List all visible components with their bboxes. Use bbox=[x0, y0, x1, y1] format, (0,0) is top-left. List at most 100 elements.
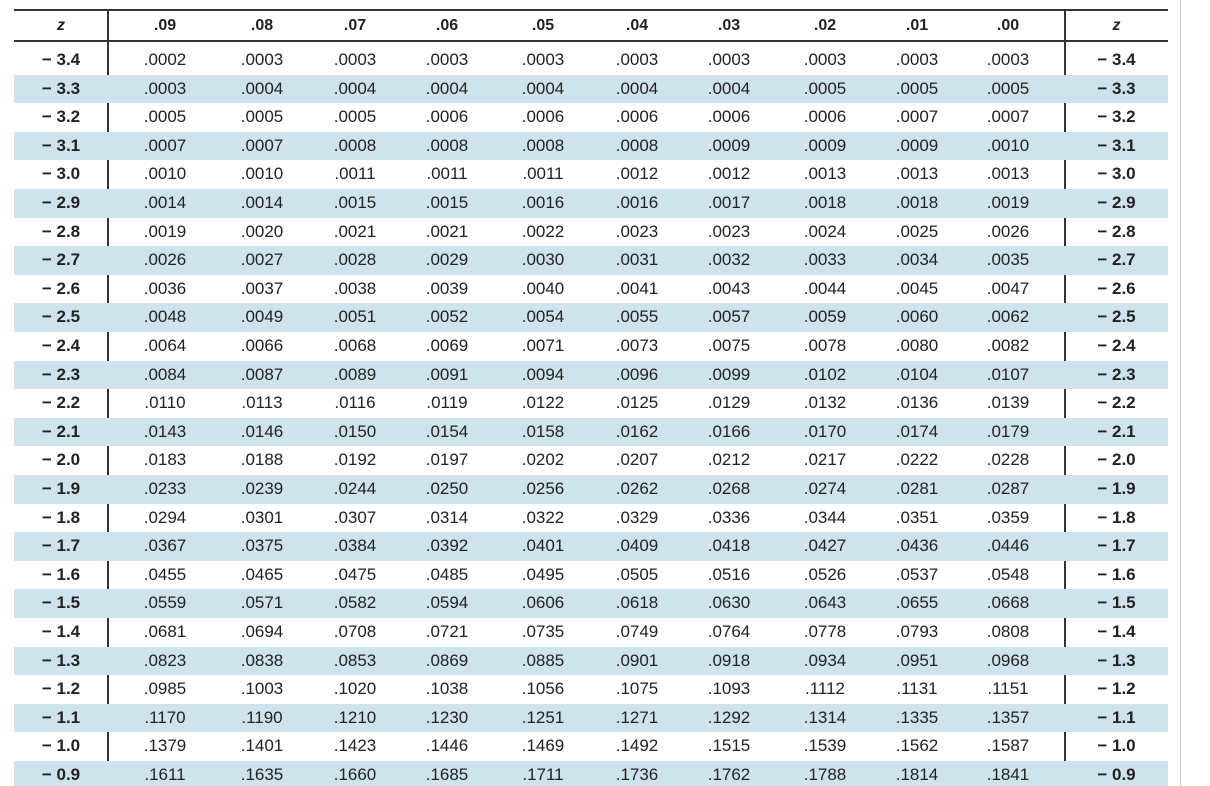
column-header: .06 bbox=[435, 17, 459, 34]
z-label-right: − 1.2 bbox=[1097, 679, 1136, 699]
probability-cell: .0024 bbox=[803, 221, 847, 241]
probability-cell: .0016 bbox=[615, 193, 659, 212]
probability-cell: .0934 bbox=[803, 650, 847, 670]
column-header: .02 bbox=[813, 17, 837, 34]
left-divider bbox=[107, 10, 109, 786]
z-label-right: − 1.0 bbox=[1097, 736, 1136, 756]
row-shading bbox=[14, 74, 1168, 104]
probability-cell: .0119 bbox=[426, 393, 468, 413]
probability-cell: .0018 bbox=[803, 193, 847, 212]
column-header: .04 bbox=[625, 17, 649, 34]
z-label-left: − 1.7 bbox=[41, 536, 81, 556]
row-shading bbox=[14, 703, 1168, 733]
probability-cell: .0068 bbox=[333, 336, 377, 355]
probability-cell: .1587 bbox=[986, 736, 1030, 756]
probability-cell: .0526 bbox=[803, 564, 847, 584]
probability-cell: .0003 bbox=[707, 50, 751, 69]
probability-cell: .0287 bbox=[986, 479, 1030, 498]
probability-cell: .0495 bbox=[521, 564, 565, 584]
probability-cell: .0019 bbox=[143, 221, 187, 241]
probability-cell: .0021 bbox=[333, 221, 377, 241]
row-shading bbox=[14, 189, 1168, 218]
probability-cell: .1335 bbox=[895, 707, 939, 727]
page-edge bbox=[1180, 0, 1181, 786]
probability-cell: .0918 bbox=[707, 650, 751, 670]
z-label-left: − 2.4 bbox=[41, 336, 81, 355]
z-label-right: − 1.7 bbox=[1097, 536, 1136, 556]
probability-cell: .0233 bbox=[143, 479, 187, 498]
probability-cell: .0087 bbox=[240, 364, 284, 384]
probability-cell: .0006 bbox=[803, 107, 847, 127]
probability-cell: .0057 bbox=[707, 307, 751, 327]
z-label-left: − 3.3 bbox=[41, 78, 81, 98]
probability-cell: .0630 bbox=[707, 593, 751, 613]
probability-cell: .1469 bbox=[521, 736, 565, 756]
probability-cell: .0384 bbox=[333, 536, 377, 556]
probability-cell: .1539 bbox=[803, 736, 847, 756]
z-label-right: − 1.8 bbox=[1097, 507, 1136, 527]
probability-cell: .0062 bbox=[986, 307, 1030, 327]
probability-cell: .1292 bbox=[707, 707, 751, 727]
probability-cell: .0006 bbox=[425, 107, 469, 127]
probability-cell: .1151 bbox=[987, 679, 1029, 699]
probability-cell: .0012 bbox=[707, 164, 751, 184]
probability-cell: .0351 bbox=[895, 507, 939, 527]
probability-cell: .0041 bbox=[615, 278, 659, 298]
probability-cell: .1515 bbox=[707, 736, 751, 756]
probability-cell: .0004 bbox=[425, 78, 469, 98]
probability-cell: .0668 bbox=[986, 593, 1030, 613]
probability-cell: .0113 bbox=[241, 393, 283, 413]
header-z-right: z bbox=[1112, 17, 1121, 34]
probability-cell: .1210 bbox=[333, 707, 377, 727]
row-shading bbox=[14, 475, 1168, 504]
column-header: .01 bbox=[905, 17, 929, 34]
probability-cell: .0427 bbox=[803, 536, 847, 556]
probability-cell: .0051 bbox=[333, 307, 377, 327]
column-header: .05 bbox=[531, 17, 555, 34]
probability-cell: .1271 bbox=[615, 707, 659, 727]
z-label-right: − 2.8 bbox=[1097, 221, 1136, 241]
probability-cell: .0003 bbox=[986, 50, 1030, 69]
probability-cell: .0207 bbox=[615, 450, 659, 470]
probability-cell: .0036 bbox=[143, 278, 187, 298]
z-label-left: − 0.9 bbox=[41, 765, 81, 784]
probability-cell: .0034 bbox=[895, 250, 939, 270]
probability-cell: .0455 bbox=[143, 564, 187, 584]
probability-cell: .0808 bbox=[986, 622, 1030, 641]
probability-cell: .1038 bbox=[425, 679, 469, 699]
probability-cell: .0239 bbox=[240, 479, 284, 498]
probability-cell: .0013 bbox=[986, 164, 1030, 184]
probability-cell: .0027 bbox=[240, 250, 284, 270]
probability-cell: .0314 bbox=[425, 507, 469, 527]
probability-cell: .0021 bbox=[425, 221, 469, 241]
z-label-left: − 1.3 bbox=[41, 650, 81, 670]
z-label-left: − 1.9 bbox=[41, 479, 81, 498]
probability-cell: .0764 bbox=[707, 622, 751, 641]
probability-cell: .0125 bbox=[615, 393, 659, 413]
probability-cell: .0559 bbox=[143, 593, 187, 613]
probability-cell: .0015 bbox=[333, 193, 377, 212]
column-header: .07 bbox=[343, 17, 367, 34]
row-shading bbox=[14, 417, 1168, 447]
probability-cell: .1711 bbox=[522, 765, 564, 784]
probability-cell: .0475 bbox=[333, 564, 377, 584]
row-shading bbox=[14, 532, 1168, 561]
z-label-left: − 1.5 bbox=[41, 593, 81, 613]
probability-cell: .0005 bbox=[803, 78, 847, 98]
probability-cell: .0401 bbox=[521, 536, 565, 556]
column-header: .09 bbox=[153, 17, 177, 34]
probability-cell: .0005 bbox=[986, 78, 1030, 98]
z-label-left: − 1.2 bbox=[41, 679, 81, 699]
probability-cell: .0060 bbox=[895, 307, 939, 327]
z-label-right: − 1.9 bbox=[1097, 479, 1136, 498]
probability-cell: .1736 bbox=[615, 765, 659, 784]
probability-cell: .1814 bbox=[895, 765, 939, 784]
probability-cell: .0721 bbox=[425, 622, 469, 641]
z-label-right: − 2.5 bbox=[1097, 307, 1136, 327]
probability-cell: .0040 bbox=[521, 278, 565, 298]
probability-cell: .0301 bbox=[240, 507, 284, 527]
probability-cell: .1003 bbox=[240, 679, 284, 699]
probability-cell: .0026 bbox=[143, 250, 187, 270]
probability-cell: .0375 bbox=[240, 536, 284, 556]
